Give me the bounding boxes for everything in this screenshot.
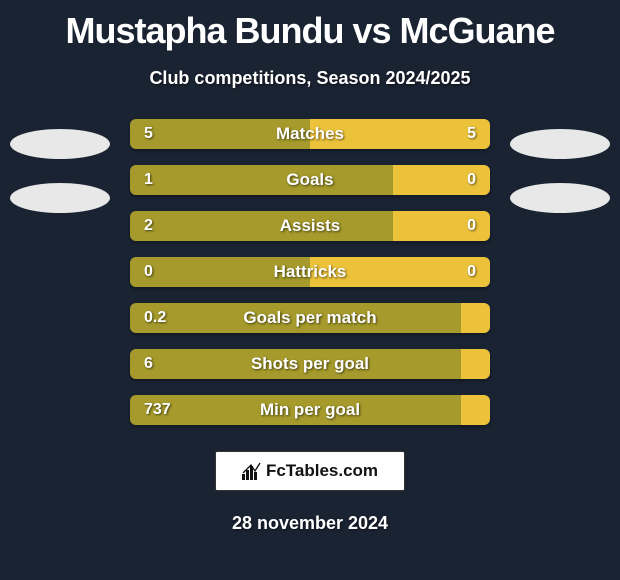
stat-row: Matches55 [130,119,490,149]
team-badge-placeholder [10,129,110,159]
stat-row: Goals per match0.2 [130,303,490,333]
subtitle: Club competitions, Season 2024/2025 [0,68,620,89]
stat-bar-right [461,303,490,333]
stat-bar-left [130,211,393,241]
stat-bar-right [310,257,490,287]
stat-bar-right [461,349,490,379]
stat-bar-left [130,165,393,195]
stat-bar-right [393,211,490,241]
team-badge-placeholder [10,183,110,213]
stat-bars: Matches55 Goals10 Assists20 Hattricks00 Goal… [130,119,490,425]
right-team-badges [510,129,610,213]
stat-row: Min per goal737 [130,395,490,425]
team-badge-placeholder [510,183,610,213]
stat-bar-left [130,395,461,425]
bar-chart-icon [242,462,262,480]
comparison-area: Matches55 Goals10 Assists20 Hattricks00 Goal… [0,119,620,425]
stat-row: Hattricks00 [130,257,490,287]
stat-bar-left [130,303,461,333]
stat-bar-right [461,395,490,425]
stat-bar-left [130,119,310,149]
stat-bar-left [130,349,461,379]
stat-row: Shots per goal6 [130,349,490,379]
page-title: Mustapha Bundu vs McGuane [0,0,620,52]
stat-row: Goals10 [130,165,490,195]
brand-text: FcTables.com [266,461,378,481]
stat-bar-left [130,257,310,287]
stat-bar-right [393,165,490,195]
date-line: 28 november 2024 [0,513,620,534]
left-team-badges [10,129,110,213]
stat-row: Assists20 [130,211,490,241]
team-badge-placeholder [510,129,610,159]
brand-badge: FcTables.com [215,451,405,491]
stat-bar-right [310,119,490,149]
